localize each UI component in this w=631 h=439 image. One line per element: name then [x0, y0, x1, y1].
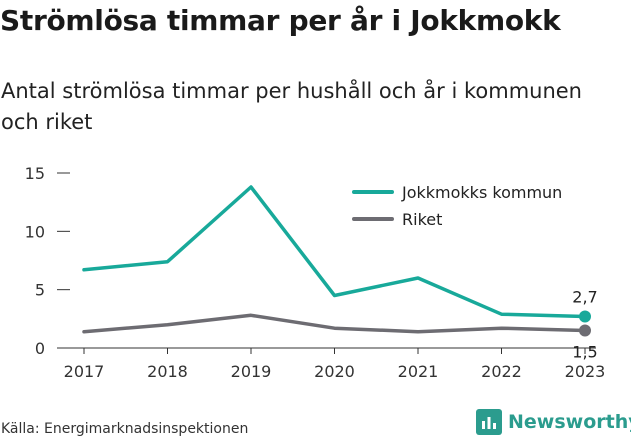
legend-label: Riket [402, 210, 442, 229]
chart-title: Strömlösa timmar per år i Jokkmokk [0, 4, 561, 37]
series-line [82, 185, 587, 319]
x-tick-label: 2023 [565, 362, 606, 381]
newsworthy-logo-icon [476, 409, 502, 435]
x-tick-label: 2018 [147, 362, 188, 381]
x-tick-label: 2019 [231, 362, 272, 381]
y-tick-label: 5 [35, 281, 45, 300]
series-end-marker [579, 310, 591, 323]
series-end-marker [579, 324, 591, 337]
brand-name: Newsworthy [508, 411, 631, 433]
newsworthy-logo: Newsworthy [476, 409, 631, 435]
x-tick-label: 2022 [481, 362, 522, 381]
series-end-label: 1,5 [572, 343, 597, 362]
x-tick-label: 2020 [314, 362, 355, 381]
x-tick-label: 2017 [64, 362, 105, 381]
y-tick-label: 0 [35, 339, 45, 358]
source-note: Källa: Energimarknadsinspektionen [1, 421, 249, 437]
series-line [82, 313, 587, 334]
legend-background [346, 175, 596, 232]
y-tick-label: 10 [25, 222, 45, 241]
chart-subtitle: Antal strömlösa timmar per hushåll och å… [1, 79, 582, 134]
y-tick-label: 15 [25, 164, 45, 183]
series-end-label: 2,7 [572, 288, 597, 307]
x-tick-label: 2021 [398, 362, 439, 381]
legend-label: Jokkmokks kommun [401, 183, 562, 202]
